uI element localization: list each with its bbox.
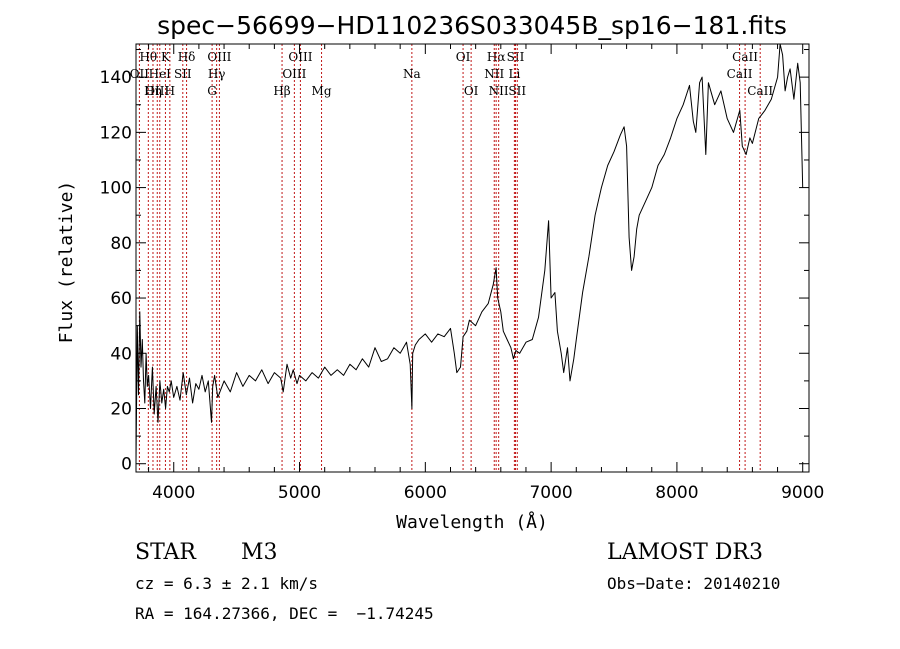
object-class: STAR [135,540,196,565]
x-tick-label-5: 9000 [781,483,824,503]
spectral-line-label-15: Mg [312,84,332,98]
spectral-line-label-17: OI [456,50,471,64]
x-axis-label: Wavelength (Å) [396,511,548,533]
spectral-line-label-3: K [161,50,171,64]
spectral-line-label-13: OIII [282,67,306,81]
spectral-line-label-10: Hγ [208,67,226,81]
spectral-line-label-21: NII [489,84,509,98]
y-tick-label-2: 40 [110,344,132,364]
spectral-line-label-0: Hθ [139,50,157,64]
x-tick-label-2: 6000 [404,483,447,503]
spectral-line-label-6: Hδ [178,50,196,64]
spectral-line-label-18: OI [464,84,479,98]
spectral-line-label-25: CaII [732,50,758,64]
spectral-line-label-19: Hα [487,50,506,64]
spectral-line-label-14: Hβ [273,84,290,98]
spectral-line-label-8: H [165,84,175,98]
y-tick-label-5: 100 [100,179,132,199]
spectral-line-label-11: G [207,84,217,98]
spectral-line-label-27: CaII [747,84,773,98]
coords-readout: RA = 164.27366, DEC = −1.74245 [135,604,434,623]
obs-date: Obs−Date: 20140210 [607,574,781,593]
spectral-line-label-26: CaII [727,67,753,81]
object-subclass: M3 [241,540,278,565]
spectral-line-label-1: OII [130,67,150,81]
y-axis-label: Flux (relative) [56,181,77,344]
y-tick-label-3: 60 [110,289,132,309]
cz-readout: cz = 6.3 ± 2.1 km/s [135,574,319,593]
survey-name: LAMOST DR3 [607,540,763,565]
spectrum-series-line [135,43,804,464]
spectral-line-label-4: HeI [149,67,172,81]
spectral-line-label-12: OIII [288,50,312,64]
ticks-layer: 4000 5000 6000 7000 8000 9000 0 20 40 60 80 100 120 1… [100,44,824,503]
x-tick-label-4: 8000 [655,483,698,503]
x-tick-label-0: 4000 [152,483,195,503]
y-tick-label-1: 20 [110,399,132,419]
spectral-line-label-16: Na [403,67,421,81]
spectral-line-label-24: SII [508,84,526,98]
spectral-line-label-2: OIII [145,84,169,98]
chart-title: spec−56699−HD110236S033045B_sp16−181.fit… [157,11,787,40]
spectrum-layer [135,43,804,464]
spectral-line-label-23: Li [508,67,520,81]
spectral-line-label-22: SII [507,50,525,64]
spectral-line-label-9: OIII [207,50,231,64]
y-tick-label-7: 140 [100,68,132,88]
spectral-line-label-20: NII [484,67,504,81]
spectral-line-label-7: SII [174,67,192,81]
y-tick-label-6: 120 [100,123,132,143]
x-tick-label-3: 7000 [529,483,572,503]
y-tick-label-0: 0 [121,455,132,475]
x-tick-label-1: 5000 [278,483,321,503]
y-tick-label-4: 80 [110,234,132,254]
plot-frame [135,43,810,473]
spectral-line-label-5: Hη [144,84,162,98]
